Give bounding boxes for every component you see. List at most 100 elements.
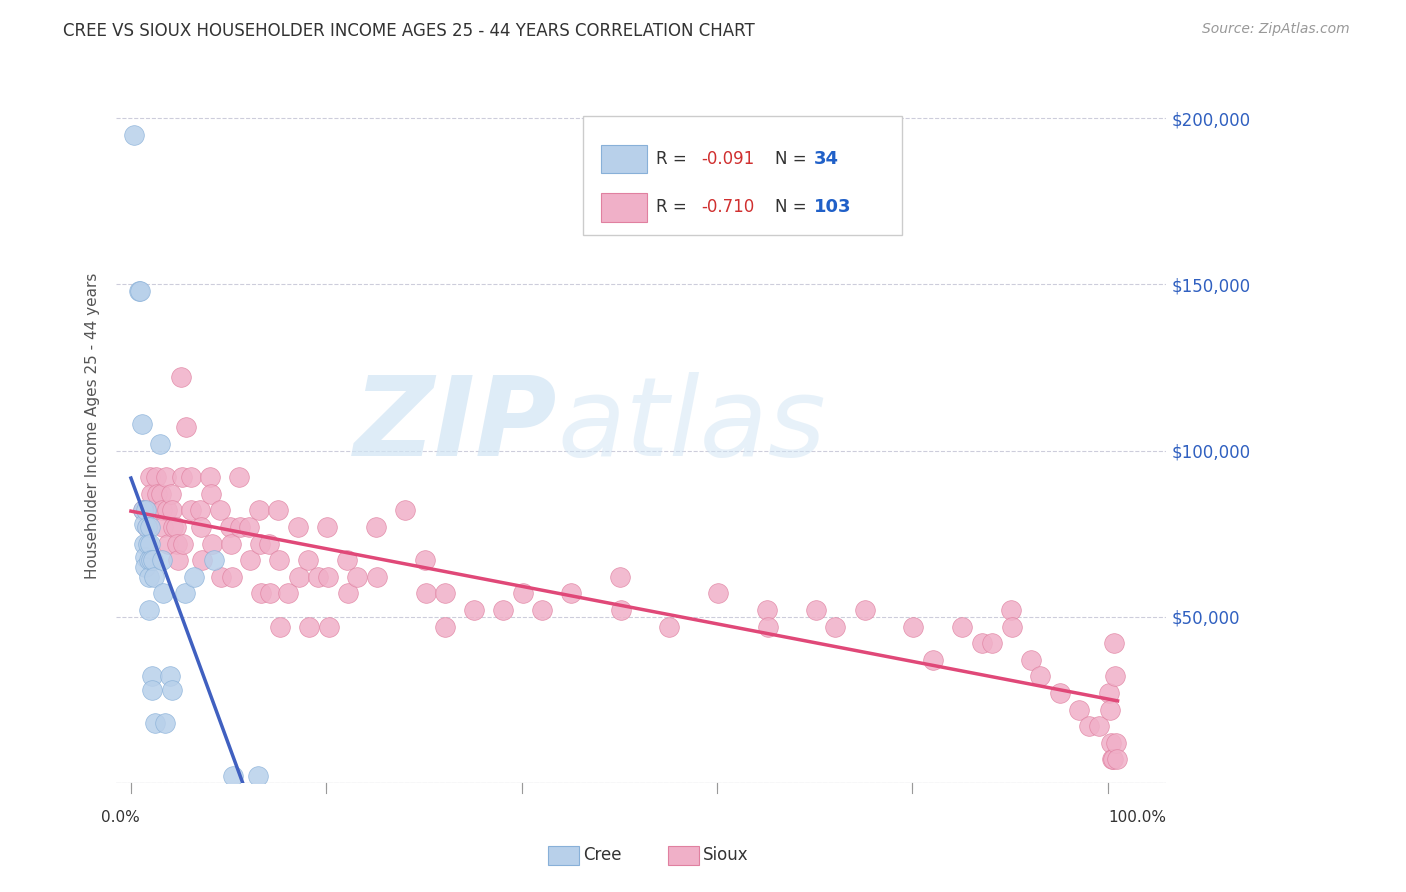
Point	[433, 586, 456, 600]
Point	[531, 603, 554, 617]
Point	[366, 520, 388, 534]
Point	[141, 503, 163, 517]
Point	[413, 553, 436, 567]
Point	[512, 586, 534, 600]
Point	[755, 603, 778, 617]
Point	[141, 669, 163, 683]
Point	[658, 619, 681, 633]
Point	[200, 486, 222, 500]
Point	[153, 715, 176, 730]
Text: CREE VS SIOUX HOUSEHOLDER INCOME AGES 25 - 44 YEARS CORRELATION CHART: CREE VS SIOUX HOUSEHOLDER INCOME AGES 25…	[63, 22, 755, 40]
Point	[132, 516, 155, 531]
Point	[336, 553, 359, 567]
Text: 103: 103	[814, 198, 851, 217]
Point	[139, 470, 162, 484]
Point	[136, 536, 159, 550]
Point	[239, 553, 262, 567]
Point	[1098, 686, 1121, 700]
Y-axis label: Householder Income Ages 25 - 44 years: Householder Income Ages 25 - 44 years	[86, 272, 100, 579]
Text: N =: N =	[776, 150, 813, 168]
Text: N =: N =	[776, 198, 813, 217]
Point	[138, 603, 160, 617]
Point	[156, 503, 179, 517]
Point	[135, 503, 157, 517]
Text: Cree: Cree	[583, 847, 621, 864]
Point	[146, 486, 169, 500]
Point	[208, 503, 231, 517]
Text: R =: R =	[657, 198, 692, 217]
Point	[155, 470, 177, 484]
Point	[180, 470, 202, 484]
Point	[141, 553, 163, 567]
Point	[1102, 636, 1125, 650]
Point	[131, 417, 153, 431]
Point	[191, 553, 214, 567]
Point	[128, 284, 150, 298]
Point	[267, 503, 290, 517]
Point	[247, 503, 270, 517]
Point	[166, 536, 188, 550]
Point	[288, 570, 311, 584]
Point	[219, 536, 242, 550]
Point	[141, 486, 163, 500]
Text: Sioux: Sioux	[703, 847, 748, 864]
Point	[128, 284, 150, 298]
Point	[138, 553, 160, 567]
Text: -0.091: -0.091	[702, 150, 754, 168]
Point	[221, 570, 243, 584]
Point	[201, 536, 224, 550]
Text: 100.0%: 100.0%	[1108, 810, 1167, 825]
Point	[170, 470, 193, 484]
Point	[150, 486, 173, 500]
Point	[160, 486, 183, 500]
Point	[1029, 669, 1052, 683]
Point	[202, 553, 225, 567]
Point	[1101, 752, 1123, 766]
Point	[346, 570, 368, 584]
Point	[250, 586, 273, 600]
Point	[138, 570, 160, 584]
Point	[1078, 719, 1101, 733]
Point	[131, 503, 153, 517]
Point	[269, 553, 291, 567]
Point	[159, 669, 181, 683]
Point	[172, 536, 194, 550]
Point	[180, 503, 202, 517]
Point	[173, 586, 195, 600]
Point	[297, 553, 319, 567]
Point	[394, 503, 416, 517]
Point	[1098, 703, 1121, 717]
Point	[150, 503, 173, 517]
Text: ZIP: ZIP	[354, 372, 557, 479]
Point	[166, 553, 188, 567]
Point	[198, 470, 221, 484]
Point	[1069, 703, 1091, 717]
Point	[222, 769, 245, 783]
Text: atlas: atlas	[557, 372, 825, 479]
Point	[560, 586, 582, 600]
Point	[922, 653, 945, 667]
Point	[980, 636, 1002, 650]
Point	[145, 470, 167, 484]
Point	[188, 503, 211, 517]
Point	[143, 570, 166, 584]
Point	[134, 549, 156, 564]
Point	[269, 619, 291, 633]
Point	[135, 520, 157, 534]
Text: -0.710: -0.710	[702, 198, 754, 217]
Point	[1104, 669, 1126, 683]
Text: R =: R =	[657, 150, 692, 168]
Point	[804, 603, 827, 617]
Point	[141, 682, 163, 697]
Point	[707, 586, 730, 600]
Point	[174, 420, 197, 434]
Point	[903, 619, 925, 633]
Point	[209, 570, 232, 584]
Point	[1000, 603, 1022, 617]
Point	[162, 520, 184, 534]
Point	[1019, 653, 1042, 667]
Text: 34: 34	[814, 150, 838, 168]
Text: 0.0%: 0.0%	[100, 810, 139, 825]
Point	[228, 470, 250, 484]
Point	[135, 520, 157, 534]
